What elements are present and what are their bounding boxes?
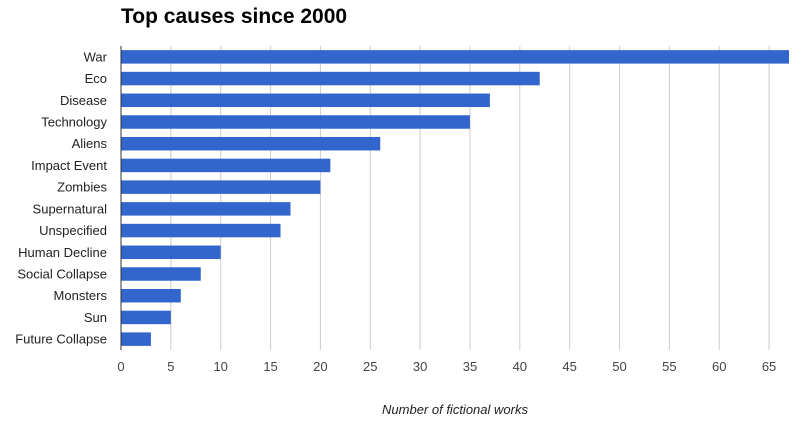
bar-zombies[interactable] xyxy=(121,180,321,194)
category-label: Impact Event xyxy=(31,158,107,173)
x-tick-label: 0 xyxy=(117,359,124,374)
category-label: War xyxy=(84,49,108,64)
x-tick-label: 15 xyxy=(263,359,277,374)
bar-technology[interactable] xyxy=(121,115,470,129)
bar-supernatural[interactable] xyxy=(121,202,291,216)
x-tick-label: 30 xyxy=(413,359,427,374)
x-tick-label: 25 xyxy=(363,359,377,374)
chart-title: Top causes since 2000 xyxy=(121,5,348,28)
bar-disease[interactable] xyxy=(121,93,490,108)
bar-aliens[interactable] xyxy=(121,136,381,151)
bar-human-decline[interactable] xyxy=(121,245,221,260)
x-tick-label: 20 xyxy=(313,359,327,374)
category-label: Disease xyxy=(60,93,107,108)
category-label: Unspecified xyxy=(39,223,107,238)
x-tick-label: 60 xyxy=(712,359,726,374)
category-label: Social Collapse xyxy=(17,267,107,282)
category-label: Human Decline xyxy=(18,245,107,260)
category-label: Technology xyxy=(41,115,107,130)
bar-future-collapse[interactable] xyxy=(121,332,151,346)
x-tick-label: 35 xyxy=(463,359,477,374)
category-label: Monsters xyxy=(54,288,108,303)
x-tick-label: 40 xyxy=(513,359,527,374)
bar-war[interactable] xyxy=(121,50,789,64)
bars xyxy=(121,50,789,346)
bar-eco[interactable] xyxy=(121,71,540,86)
category-label: Future Collapse xyxy=(15,332,107,347)
x-tick-label: 50 xyxy=(612,359,626,374)
category-label: Eco xyxy=(85,71,107,86)
gridlines xyxy=(170,46,770,350)
bar-impact-event[interactable] xyxy=(121,158,331,173)
x-tick-label: 5 xyxy=(167,359,174,374)
category-label: Aliens xyxy=(72,136,108,151)
bar-unspecified[interactable] xyxy=(121,223,281,238)
category-label: Supernatural xyxy=(33,201,108,216)
x-axis-title: Number of fictional works xyxy=(382,402,528,417)
x-tick-label: 65 xyxy=(762,359,776,374)
axes: 0 5 10 15 20 25 30 35 40 45 50 55 60 65 War Eco Disease T… xyxy=(15,46,776,374)
category-label: Sun xyxy=(84,310,107,325)
x-tick-label: 10 xyxy=(213,359,227,374)
bar-monsters[interactable] xyxy=(121,288,181,303)
bar-social-collapse[interactable] xyxy=(121,267,201,281)
x-tick-label: 45 xyxy=(562,359,576,374)
x-tick-label: 55 xyxy=(662,359,676,374)
bar-sun[interactable] xyxy=(121,310,171,325)
category-label: Zombies xyxy=(57,180,107,195)
